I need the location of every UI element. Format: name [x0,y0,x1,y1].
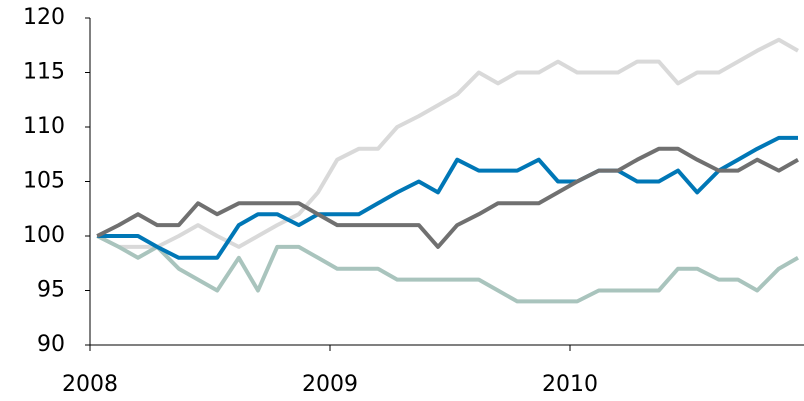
series-line [96,37,799,249]
x-tick-label: 2009 [302,372,358,397]
plot-area [96,37,799,304]
x-tick-label: 2008 [62,372,118,397]
y-tick-label: 105 [23,169,65,194]
y-tick-label: 110 [23,114,65,139]
x-tick-label: 2010 [542,372,598,397]
y-tick-label: 95 [37,278,65,303]
y-tick-label: 100 [23,223,65,248]
y-tick-label: 90 [37,332,65,357]
y-tick-label: 120 [23,5,65,30]
y-tick-label: 115 [23,60,65,85]
series-line [96,234,799,304]
series-line [97,135,798,260]
series-line [96,146,799,249]
